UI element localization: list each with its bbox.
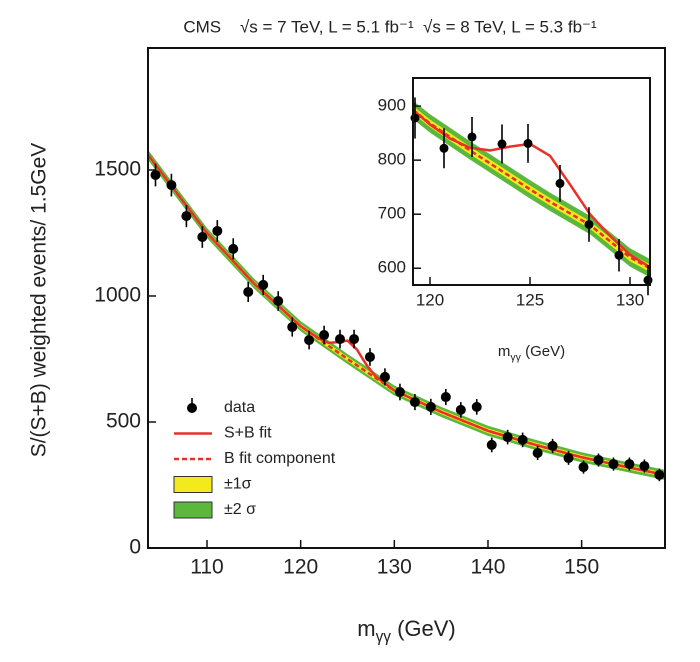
data-point: [643, 275, 653, 285]
chart-title: CMS √s = 7 TeV, L = 5.1 fb⁻¹ √s = 8 TeV,…: [183, 17, 597, 36]
data-point: [555, 178, 565, 188]
x-label-main: m: [357, 616, 375, 641]
x-axis-label: mγγ (GeV): [498, 343, 565, 363]
legend-label: ±1σ: [224, 476, 252, 493]
error-band: [413, 106, 650, 273]
data-point: [455, 404, 466, 415]
data-point: [287, 321, 298, 332]
data-point: [471, 401, 482, 412]
y-tick-label: 900: [378, 96, 406, 115]
data-point: [517, 434, 528, 445]
data-point: [181, 211, 192, 222]
data-point: [212, 225, 223, 236]
x-label-unit: (GeV): [391, 616, 456, 641]
x-label-unit: (GeV): [521, 343, 565, 360]
legend-label: ±2 σ: [224, 501, 256, 518]
data-point: [409, 397, 420, 408]
data-point: [364, 351, 375, 362]
legend-label: B fit component: [224, 450, 336, 467]
data-point: [228, 243, 239, 254]
data-point: [379, 371, 390, 382]
y-tick-label: 0: [129, 536, 141, 559]
data-point: [523, 138, 533, 148]
data-point: [578, 462, 589, 473]
data-point: [639, 461, 650, 472]
data-point: [608, 459, 619, 470]
data-point: [273, 296, 284, 307]
y-tick-label: 700: [378, 204, 406, 223]
x-tick-label: 120: [416, 291, 444, 310]
x-tick-label: 150: [564, 555, 599, 578]
legend-marker: [187, 403, 197, 413]
data-point: [425, 401, 436, 412]
plot-frame: [412, 77, 651, 286]
x-axis-label: mγγ (GeV): [357, 616, 456, 646]
data-point: [243, 286, 254, 297]
plot-frame: [147, 47, 666, 549]
data-point: [467, 132, 477, 142]
x-label-sub: γγ: [376, 629, 392, 646]
y-tick-label: 500: [106, 410, 141, 433]
data-point: [410, 113, 420, 123]
data-point: [532, 447, 543, 458]
data-point: [197, 232, 208, 243]
data-point: [502, 432, 513, 443]
data-point: [394, 387, 405, 398]
y-tick-label: 1500: [94, 158, 141, 181]
data-point: [319, 330, 330, 341]
legend-swatch: [173, 501, 213, 519]
data-point: [497, 139, 507, 149]
y-tick-label: 800: [378, 150, 406, 169]
data-point: [440, 392, 451, 403]
legend-label: data: [224, 399, 255, 416]
data-point: [584, 219, 594, 229]
data-point: [593, 455, 604, 466]
data-point: [150, 170, 161, 181]
data-point: [349, 334, 360, 345]
data-point: [563, 453, 574, 464]
y-axis-label: S/(S+B) weighted events/ 1.5GeV: [28, 143, 51, 458]
x-tick-label: 140: [470, 555, 505, 578]
plot-area: 120 125 130 600 700 800 900 mγγ (GeV): [378, 77, 653, 363]
y-tick-label: 1000: [94, 284, 141, 307]
data-point: [304, 335, 315, 346]
legend-swatch: [173, 476, 213, 493]
data-point: [654, 469, 665, 480]
x-tick-label: 130: [377, 555, 412, 578]
y-tick-label: 600: [378, 258, 406, 277]
data-point: [624, 459, 635, 470]
data-point: [614, 250, 624, 260]
x-tick-label: 125: [516, 291, 544, 310]
data-point: [547, 440, 558, 451]
x-tick-label: 110: [190, 555, 223, 578]
x-tick-label: 120: [283, 555, 318, 578]
data-point: [486, 439, 497, 450]
data-point: [439, 143, 449, 153]
x-label-main: m: [498, 343, 511, 360]
legend-label: S+B fit: [224, 425, 272, 442]
x-label-sub: γγ: [510, 351, 521, 363]
data-point: [335, 334, 346, 345]
data-point: [258, 279, 269, 290]
x-tick-label: 130: [616, 291, 644, 310]
data-point: [166, 180, 177, 191]
